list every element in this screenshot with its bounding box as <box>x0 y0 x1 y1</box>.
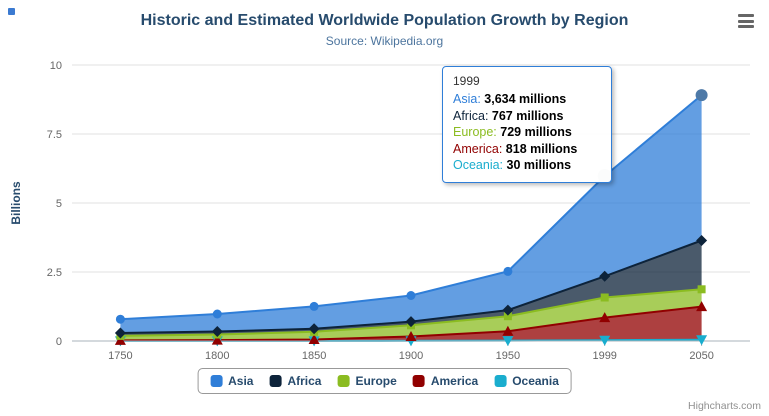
tooltip: 1999 Asia: 3,634 millions Africa: 767 mil… <box>442 66 612 183</box>
x-axis-label: 1900 <box>399 350 423 362</box>
legend-label: Africa <box>287 374 322 388</box>
marker-africa-1900[interactable] <box>405 316 417 328</box>
legend-item-oceania[interactable]: Oceania <box>494 374 559 388</box>
legend-symbol-asia <box>210 375 223 387</box>
legend-symbol-america <box>412 375 425 387</box>
y-axis-label: 2.5 <box>47 267 62 279</box>
legend-label: Europe <box>355 374 397 388</box>
area-africa[interactable] <box>120 240 702 336</box>
tooltip-series-value: 30 millions <box>506 158 572 172</box>
marker-america-1900[interactable] <box>405 331 417 341</box>
tooltip-series-name: Oceania: <box>453 158 507 172</box>
legend-item-america[interactable]: America <box>412 374 479 388</box>
marker-asia-1850[interactable] <box>309 301 319 311</box>
tooltip-series-value: 729 millions <box>500 125 572 139</box>
tooltip-rows: Asia: 3,634 millions Africa: 767 millions… <box>453 91 601 174</box>
chart-context-menu-button[interactable] <box>736 13 756 29</box>
legend-symbol-europe <box>337 375 350 387</box>
marker-asia-1900[interactable] <box>406 291 416 300</box>
hamburger-icon <box>738 19 754 23</box>
marker-oceania-1999[interactable] <box>599 335 611 346</box>
y-axis-title: Billions <box>9 181 23 225</box>
tooltip-row-oceania: Oceania: 30 millions <box>453 157 601 174</box>
tooltip-row-america: America: 818 millions <box>453 141 601 158</box>
marker-asia-1750[interactable] <box>115 314 125 324</box>
marker-oceania-1950[interactable] <box>502 336 514 347</box>
marker-oceania-2050[interactable] <box>696 335 708 346</box>
x-axis-label: 1999 <box>592 350 616 362</box>
marker-america-1800[interactable] <box>211 334 223 345</box>
legend-symbol-africa <box>269 375 282 387</box>
legend-item-africa[interactable]: Africa <box>269 374 321 388</box>
marker-africa-1750[interactable] <box>114 327 126 339</box>
legend-symbol-oceania <box>494 375 507 387</box>
tooltip-series-value: 3,634 millions <box>484 92 567 106</box>
area-asia[interactable] <box>120 95 702 333</box>
y-axis-label: 5 <box>56 198 62 210</box>
marker-america-1999[interactable] <box>599 312 611 323</box>
y-axis-label: 7.5 <box>47 129 62 141</box>
legend-label: Oceania <box>512 374 559 388</box>
marker-africa-1999[interactable] <box>599 270 611 282</box>
marker-europe-1950[interactable] <box>503 312 512 321</box>
marker-africa-2050[interactable] <box>696 235 708 246</box>
tooltip-row-europe: Europe: 729 millions <box>453 124 601 141</box>
legend-item-europe[interactable]: Europe <box>337 374 397 388</box>
marker-europe-1999[interactable] <box>600 293 609 302</box>
blue-dot-artifact <box>8 8 15 15</box>
tooltip-series-name: Asia: <box>453 92 485 106</box>
legend-label: America <box>430 374 479 388</box>
hamburger-icon <box>738 25 754 28</box>
legend-label: Asia <box>228 374 254 388</box>
legend: Asia Africa Europe America Oceania <box>197 368 572 394</box>
marker-america-1950[interactable] <box>502 325 514 336</box>
x-axis-label: 1800 <box>205 350 229 362</box>
marker-africa-1950[interactable] <box>502 304 514 316</box>
chart-title: Historic and Estimated Worldwide Populat… <box>140 12 629 29</box>
y-axis-label: 10 <box>50 60 62 72</box>
tooltip-series-name: America: <box>453 141 506 156</box>
marker-europe-2050[interactable] <box>697 285 706 294</box>
x-axis-label: 1850 <box>302 350 326 362</box>
y-axis-label: 0 <box>56 336 62 348</box>
marker-africa-1800[interactable] <box>211 326 223 337</box>
highcharts-credits[interactable]: Highcharts.com <box>688 400 761 412</box>
area-america[interactable] <box>120 306 702 341</box>
marker-america-2050[interactable] <box>696 301 708 312</box>
tooltip-series-name: Africa: <box>453 108 492 123</box>
hamburger-icon <box>738 14 754 17</box>
legend-item-asia[interactable]: Asia <box>210 374 253 388</box>
tooltip-row-africa: Africa: 767 millions <box>453 108 601 125</box>
marker-america-1850[interactable] <box>308 334 320 344</box>
x-axis-label: 1950 <box>496 350 520 362</box>
tooltip-series-name: Europe: <box>453 125 501 139</box>
marker-asia-1950[interactable] <box>503 266 513 276</box>
chart-subtitle: Source: Wikipedia.org <box>325 34 444 48</box>
tooltip-series-value: 767 millions <box>491 108 564 123</box>
marker-asia-1800[interactable] <box>212 309 222 319</box>
tooltip-series-value: 818 millions <box>505 141 578 156</box>
x-axis-label: 2050 <box>689 350 713 362</box>
x-axis-label: 1750 <box>108 350 132 362</box>
tooltip-header: 1999 <box>453 74 480 88</box>
tooltip-row-asia: Asia: 3,634 millions <box>453 91 601 108</box>
marker-africa-1850[interactable] <box>308 323 320 335</box>
marker-asia-2050[interactable] <box>695 89 708 102</box>
